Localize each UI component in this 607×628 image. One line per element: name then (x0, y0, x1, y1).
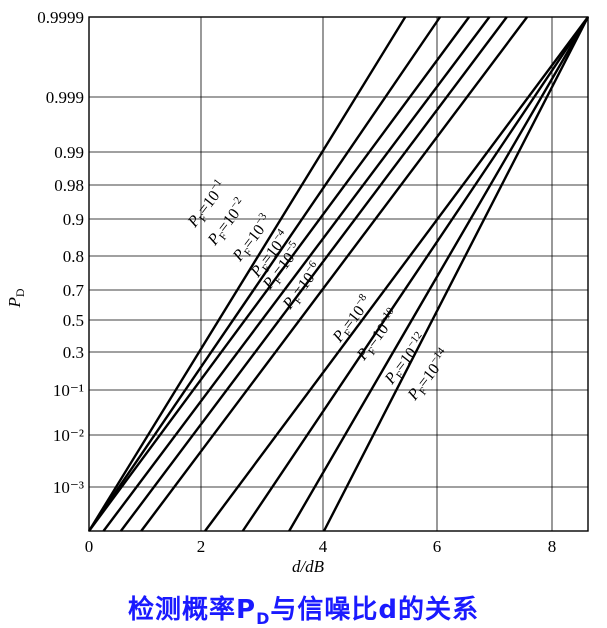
curve-P-F-10-2 (88, 16, 442, 532)
x-tick-label-2: 4 (319, 537, 328, 556)
curve-P-F-10-3 (88, 16, 471, 532)
curve-P-F-10-4 (102, 16, 491, 532)
y-tick-label-6: 0.8 (63, 247, 84, 266)
figure-caption: 检测概率PD与信噪比d的关系 (0, 589, 607, 628)
y-tick-label-0: 10⁻³ (53, 478, 84, 497)
y-tick-label-3: 0.3 (63, 343, 84, 362)
y-tick-label-5: 0.7 (63, 281, 85, 300)
x-tick-label-3: 6 (433, 537, 442, 556)
curve-P-F-10-1 (87, 16, 407, 532)
chart: 10⁻³ 10⁻² 10⁻¹ 0.3 0.5 0.7 0.8 0.9 0.98 0.99 0.999… (5, 8, 590, 576)
curve-P-F-10-8 (204, 16, 589, 532)
y-tick-label-11: 0.9999 (37, 8, 84, 27)
y-tick-label-9: 0.99 (54, 143, 84, 162)
curve-P-F-10-10 (241, 16, 589, 532)
x-axis-label: d/dB (292, 557, 325, 576)
y-tick-label-7: 0.9 (63, 210, 84, 229)
x-tick-label-4: 8 (548, 537, 557, 556)
curve-P-F-10-6 (140, 16, 529, 532)
plot-frame (88, 16, 589, 532)
x-tick-label-1: 2 (197, 537, 206, 556)
y-axis-label-base: P (5, 297, 24, 308)
ticks: 10⁻³ 10⁻² 10⁻¹ 0.3 0.5 0.7 0.8 0.9 0.98 0.99 0.999… (37, 8, 556, 556)
caption-rest: 与信噪比d的关系 (270, 595, 479, 625)
curve-label-1: PF=10−2 (202, 195, 253, 251)
y-tick-label-1: 10⁻² (53, 426, 84, 445)
y-tick-label-2: 10⁻¹ (53, 381, 84, 400)
caption-main: 检测概率P (128, 595, 257, 625)
grid (89, 17, 588, 531)
y-axis-label-sub: D (13, 288, 27, 297)
y-axis-label: PD (5, 288, 27, 308)
y-tick-label-10: 0.999 (46, 88, 84, 107)
curve-P-F-10-12 (288, 16, 590, 532)
y-tick-label-8: 0.98 (54, 176, 84, 195)
y-tick-label-4: 0.5 (63, 311, 84, 330)
curve-P-F-10-5 (119, 16, 508, 532)
x-tick-label-0: 0 (85, 537, 94, 556)
curves (87, 16, 590, 532)
curve-P-F-10-14 (322, 16, 590, 532)
caption-sub: D (256, 609, 271, 628)
